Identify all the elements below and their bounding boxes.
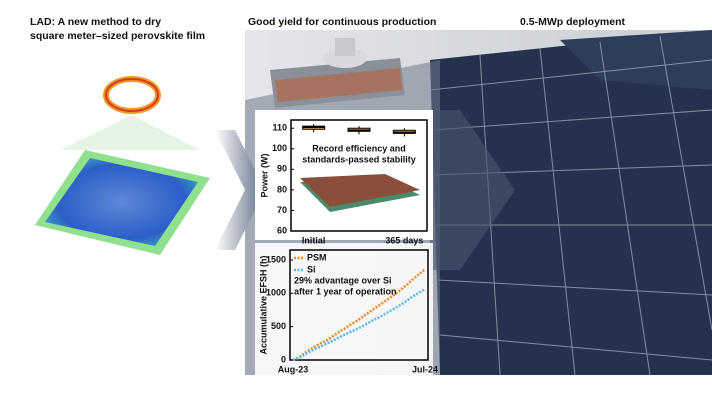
- y-axis-label: Accumulative EFSH (h): [258, 255, 268, 354]
- lad-illustration: [35, 76, 210, 255]
- y-tick-label: 500: [271, 321, 286, 331]
- annotation: after 1 year of operation: [294, 286, 397, 296]
- x-tick-label: 365 days: [385, 235, 423, 245]
- series-line: [292, 288, 426, 362]
- arrow: [430, 110, 515, 270]
- y-tick-label: 80: [277, 184, 287, 194]
- annotation: standards-passed stability: [302, 154, 416, 164]
- device-3d: [300, 174, 420, 212]
- plot-frame: [289, 249, 429, 361]
- y-tick-label: 90: [277, 164, 287, 174]
- plot-frame: [290, 119, 428, 232]
- series-line: [292, 268, 426, 362]
- panel-title: square meter–sized perovskite film: [30, 30, 205, 42]
- y-tick-label: 110: [272, 123, 287, 133]
- panel-title: LAD: A new method to dry: [30, 16, 161, 28]
- legend-label: PSM: [307, 252, 327, 262]
- y-tick-label: 1500: [266, 254, 286, 264]
- x-tick-label: Initial: [302, 235, 326, 245]
- y-tick-label: 70: [277, 205, 287, 215]
- machine: [270, 38, 405, 108]
- legend-label: Si: [307, 264, 316, 274]
- x-tick-label: Aug-23: [278, 364, 309, 374]
- chart-panel: [255, 243, 433, 377]
- annotation: 29% advantage over Si: [294, 275, 392, 285]
- panel-title: Good yield for continuous production: [248, 16, 436, 28]
- y-tick-label: 100: [272, 143, 287, 153]
- annotation: Record efficiency and: [312, 143, 406, 153]
- y-tick-label: 60: [277, 225, 287, 235]
- x-tick-label: Jul-24: [412, 364, 438, 374]
- y-tick-label: 1000: [266, 288, 286, 298]
- panel-title: 0.5-MWp deployment: [520, 16, 626, 28]
- y-axis-label: Power (W): [259, 153, 269, 197]
- y-tick-label: 0: [281, 354, 286, 364]
